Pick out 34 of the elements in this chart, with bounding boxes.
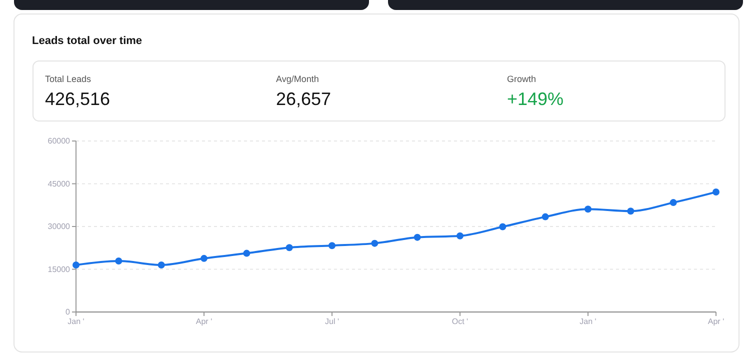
x-tick-label: Jan ' — [68, 317, 85, 326]
point — [712, 188, 720, 196]
point — [158, 261, 165, 268]
text: Growth — [507, 74, 536, 84]
point — [371, 240, 378, 247]
text: Avg/Month — [276, 74, 319, 84]
y-tick-label: 15000 — [48, 264, 71, 274]
y-tick-label: 45000 — [48, 179, 71, 188]
text: Leads total over time — [32, 35, 142, 47]
point — [670, 199, 677, 206]
point — [286, 244, 293, 252]
point — [414, 234, 421, 241]
text: 26,657 — [276, 89, 332, 109]
point — [627, 208, 634, 215]
x-tick-label: Jan ' — [580, 317, 597, 326]
point — [72, 261, 80, 268]
x-tick-label: Apr ' — [196, 317, 213, 326]
point — [328, 242, 336, 250]
text: Total Leads — [45, 74, 92, 84]
point — [456, 232, 464, 240]
point — [115, 257, 122, 264]
x-tick-label: Oct ' — [452, 317, 469, 326]
text: +149% — [507, 89, 564, 109]
y-tick-label: 0 — [66, 308, 71, 317]
x-tick-label: Jul ' — [325, 317, 340, 326]
point — [584, 206, 592, 213]
point — [243, 250, 250, 257]
x-tick-label: Apr ' — [708, 317, 725, 326]
y-tick-label: 60000 — [48, 136, 71, 146]
point — [499, 223, 506, 230]
text: 426,516 — [45, 89, 110, 109]
y-tick-label: 30000 — [48, 222, 71, 232]
point — [542, 213, 549, 220]
point — [200, 254, 208, 262]
